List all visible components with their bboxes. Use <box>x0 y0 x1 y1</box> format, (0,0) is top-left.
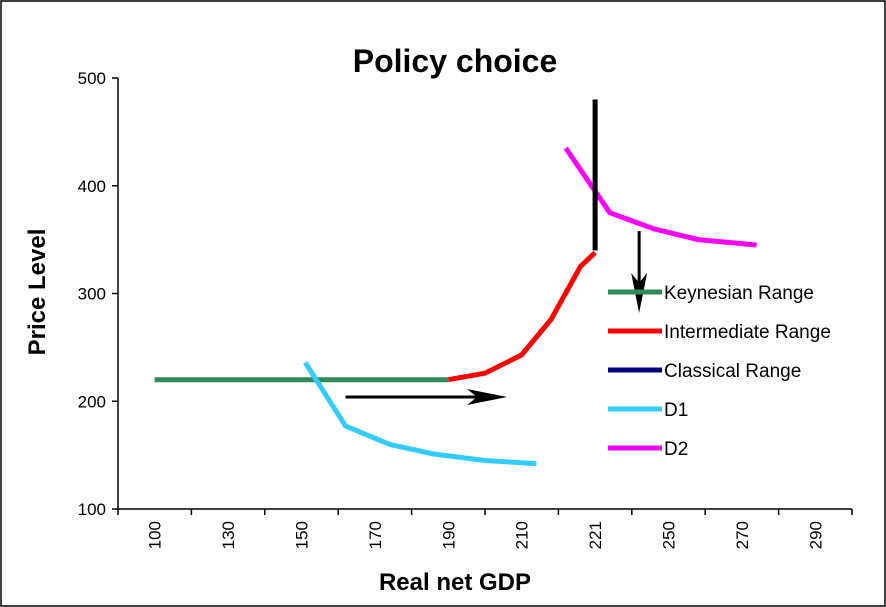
x-tick-label: 150 <box>293 521 312 549</box>
x-tick-label: 210 <box>513 521 532 549</box>
x-tick-label: 130 <box>219 521 238 549</box>
x-tick-label: 190 <box>439 521 458 549</box>
x-tick-label: 290 <box>806 521 825 549</box>
x-tick-label: 270 <box>733 521 752 549</box>
chart-title: Policy choice <box>353 43 558 79</box>
x-tick-label: 100 <box>146 521 165 549</box>
legend-label: D2 <box>664 439 688 460</box>
annotation-arrowhead <box>467 388 508 405</box>
legend-label: Intermediate Range <box>664 322 831 343</box>
legend-label: D1 <box>664 400 688 421</box>
y-tick-label: 500 <box>78 69 106 88</box>
x-tick-label: 250 <box>660 521 679 549</box>
legend-label: Keynesian Range <box>664 283 814 304</box>
x-ticks: 100 130 150 170 190 210 221 250 270 290 <box>117 509 853 549</box>
series-line-3 <box>303 361 537 467</box>
legend-label: Classical Range <box>664 361 801 382</box>
y-axis-title: Price Level <box>24 229 51 356</box>
x-axis-title: Real net GDP <box>379 569 531 596</box>
y-tick-label: 200 <box>78 392 106 411</box>
y-ticks: 100 200 300 400 500 <box>78 69 118 519</box>
series-line-1 <box>447 250 597 383</box>
y-tick-label: 300 <box>78 285 106 304</box>
y-tick-label: 400 <box>78 177 106 196</box>
x-tick-label: 221 <box>586 521 605 549</box>
legend: Keynesian Range Intermediate Range Classic… <box>608 283 831 460</box>
x-tick-label: 170 <box>366 521 385 549</box>
y-tick-label: 100 <box>78 500 106 519</box>
